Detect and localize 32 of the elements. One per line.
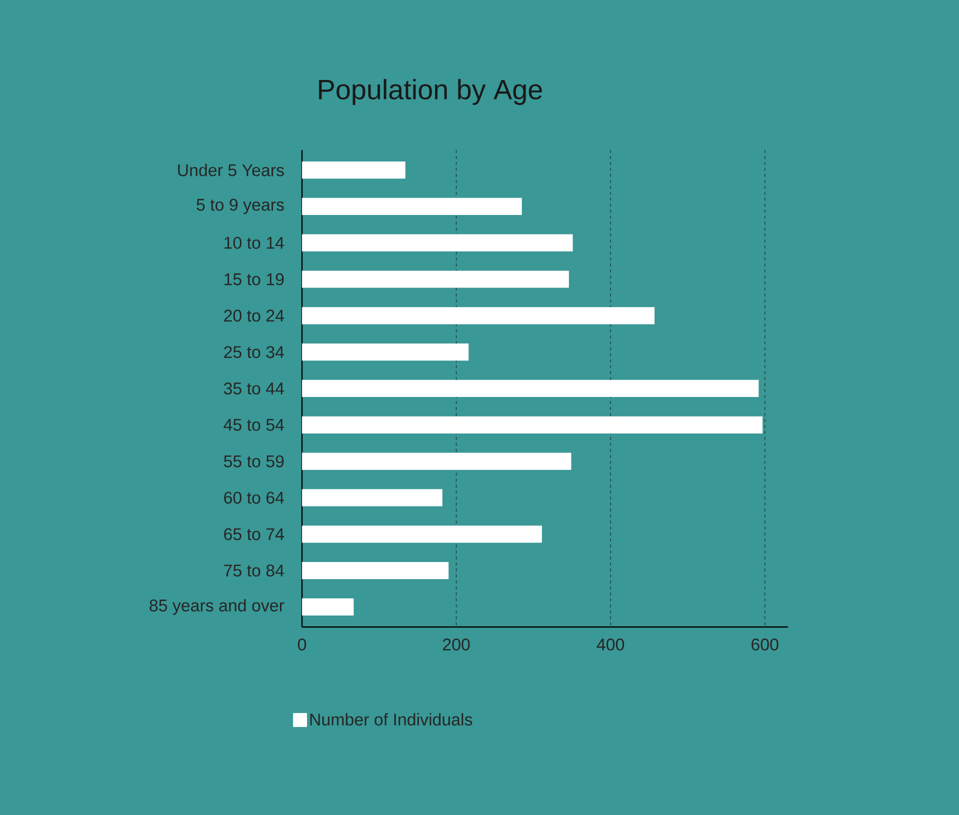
bar xyxy=(302,198,522,215)
bar xyxy=(302,234,573,252)
y-tick-label: 25 to 34 xyxy=(224,346,284,358)
y-tick-label: 55 to 59 xyxy=(224,455,284,468)
y-tick-label: 60 to 64 xyxy=(224,492,284,504)
bar xyxy=(302,344,469,361)
y-tick-label: 35 to 44 xyxy=(224,382,284,394)
bar xyxy=(302,562,449,580)
y-tick-label: 15 to 19 xyxy=(224,273,284,286)
y-tick-label: 5 to 9 years xyxy=(196,198,284,214)
legend-label: Number of Individuals xyxy=(310,713,472,726)
x-tick-label: 200 xyxy=(443,638,470,651)
y-tick-label: 20 to 24 xyxy=(224,310,284,322)
x-tick-label: 600 xyxy=(752,638,778,651)
x-tick-label: 0 xyxy=(298,638,306,651)
bar xyxy=(302,270,569,288)
y-tick-label: 65 to 74 xyxy=(224,528,284,540)
chart-title: Population by Age xyxy=(319,78,542,105)
bar xyxy=(302,307,655,324)
bar xyxy=(302,416,763,434)
y-tick-label: 45 to 54 xyxy=(224,418,284,431)
bar xyxy=(302,489,442,506)
x-tick-label: 400 xyxy=(596,638,624,651)
y-tick-label: Under 5 Years xyxy=(178,164,284,176)
bar xyxy=(302,452,572,470)
y-tick-label: 10 to 14 xyxy=(224,236,284,249)
bar xyxy=(302,380,759,398)
bar xyxy=(302,161,406,179)
y-tick-label: 75 to 84 xyxy=(224,564,284,577)
y-tick-label: 85 years and over xyxy=(150,599,284,615)
bar xyxy=(302,526,542,543)
bar xyxy=(302,598,354,616)
